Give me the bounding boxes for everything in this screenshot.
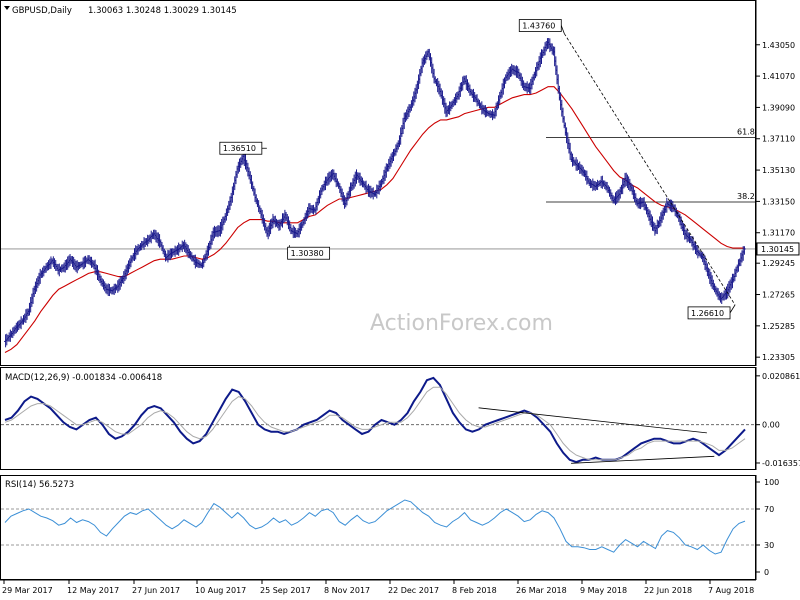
macd-lines [4,376,746,464]
rsi-y-tick-label: 30 [764,541,774,550]
rsi-ref-lines [1,508,755,546]
price-y-tick-label: 1.29245 [762,259,795,268]
x-tick-label: 8 Feb 2018 [452,586,497,595]
price-y-tick-label: 1.27265 [762,291,795,300]
rsi-path [4,499,746,555]
price-y-tick-label: 1.43050 [762,41,795,50]
rsi-y-tick-label: 0 [764,568,769,577]
rsi-y-tick-label: 100 [764,478,779,487]
ohlc-label: 1.30063 1.30248 1.30029 1.30145 [88,6,237,16]
x-tick-label: 7 Aug 2018 [708,586,754,595]
price-y-tick-label: 1.23305 [762,353,795,362]
rsi-y-tick-label: 70 [764,505,774,514]
x-tick-label: 22 Dec 2017 [388,586,439,595]
macd-y-tick-label: 0.020861 [762,372,800,381]
date-axis: 29 Mar 2017 12 May 2017 27 Jun 2017 10 Aug … [0,579,756,595]
price-y-tick-label: 1.35130 [762,166,795,175]
anno-box [518,19,562,32]
macd-y-axis: 0.020861 0.00 -0.016357 [755,367,800,470]
price-header: GBPUSD,Daily 1.30063 1.30248 1.30029 1.3… [4,6,237,16]
x-tick-label: 27 Jun 2017 [132,586,180,595]
anno-box [219,141,263,155]
x-tick-label: 10 Aug 2017 [195,586,246,595]
macd-y-tick-label: 0.00 [762,421,780,430]
anno-leader [560,25,565,34]
fib-label: 38.2 [737,192,755,201]
rsi-y-axis: 100 70 30 0 [755,475,779,580]
x-tick-label: 8 Nov 2017 [324,586,370,595]
macd-trendlines [478,407,715,464]
x-tick-label: 29 Mar 2017 [2,586,53,595]
x-tick-label: 22 Jun 2018 [644,586,692,595]
rsi-panel [0,475,756,580]
collapse-triangle-icon [4,6,10,10]
macd-title: MACD(12,26,9) -0.001834 -0.006418 [5,373,162,383]
swing-trendline [563,33,736,306]
watermark: ActionForex.com [370,311,553,336]
x-tick-label: 25 Sep 2017 [260,586,311,595]
macd-trendline [571,455,715,464]
price-y-tick-label: 1.33150 [762,197,795,206]
macd-trendline [478,407,707,434]
anno-box [687,306,731,320]
price-y-tick-label: 1.31170 [762,229,795,238]
swing-dashed-line [563,33,736,306]
price-y-tick-label: 1.37110 [762,135,795,144]
fib-levels: 61.8 38.2 [1,127,755,250]
anno-box [287,246,331,260]
anno-label: 1.43760 [522,22,555,31]
price-y-tick-label: 1.25285 [762,322,795,331]
anno-label: 1.26610 [691,309,724,318]
x-tick-label: 12 May 2017 [67,586,119,595]
rsi-title: RSI(14) 56.5273 [5,480,74,490]
price-annotations: 1.43760 1.36510 1.30380 1.26610 [219,19,736,320]
x-tick-label: 26 Mar 2018 [516,586,567,595]
last-price-label: 1.30145 [761,245,794,254]
symbol-label: GBPUSD,Daily [12,6,72,16]
fib-label: 61.8 [737,127,755,136]
signal-line [4,386,746,461]
price-y-tick-label: 1.41070 [762,72,795,81]
macd-y-tick-label: -0.016357 [762,459,800,468]
price-y-axis: 1.43050 1.41070 1.39090 1.37110 1.35130 1.331… [755,0,800,366]
x-tick-label: 9 May 2018 [580,586,627,595]
ma-line [4,86,745,353]
rsi-line [4,499,746,555]
anno-leader [729,304,736,314]
last-price-box [756,242,800,256]
anno-label: 1.30380 [291,249,324,258]
price-bars [4,38,746,348]
anno-label: 1.36510 [223,144,256,153]
price-y-tick-label: 1.39090 [762,103,795,112]
moving-average [4,86,745,353]
